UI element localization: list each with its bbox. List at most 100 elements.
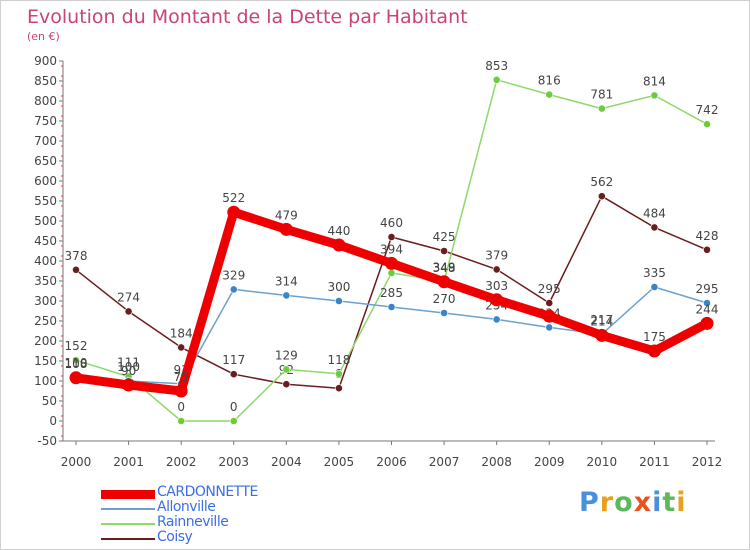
- y-tick-label: 350: [34, 274, 57, 288]
- data-point: [650, 283, 659, 291]
- y-tick-label: 550: [34, 194, 57, 208]
- logo-letter: i: [652, 487, 663, 518]
- data-point: [545, 299, 554, 307]
- data-label: 329: [222, 268, 245, 282]
- data-label: 100: [117, 360, 140, 374]
- legend-swatch: [101, 523, 155, 525]
- data-point: [385, 256, 398, 270]
- data-label: 217: [590, 313, 613, 327]
- data-point: [229, 285, 238, 294]
- data-label: 285: [380, 286, 403, 300]
- x-tick-label: 2008: [481, 455, 512, 469]
- data-point: [122, 378, 136, 392]
- data-point: [177, 343, 186, 352]
- data-point: [700, 316, 714, 330]
- series-allonville: 11010093329314300285270254234217335295: [65, 266, 718, 388]
- data-point: [387, 233, 396, 241]
- legend-label: CARDONNETTE: [157, 484, 258, 500]
- y-tick-label: 0: [49, 414, 57, 428]
- data-label: 814: [643, 74, 666, 88]
- y-tick-label: 50: [42, 394, 57, 408]
- y-tick-label: 600: [34, 174, 57, 188]
- series-cardonnette: 108 90 75 522 479 440 394 348 303 214 175 244: [65, 191, 718, 398]
- x-tick-label: 2001: [113, 455, 144, 469]
- line-chart: -50 0 50 100 150 200 250 300 350 400 450 500 550 600 6…: [34, 54, 722, 469]
- data-label: 562: [590, 175, 613, 189]
- data-label: 118: [327, 353, 350, 367]
- data-point: [332, 238, 346, 252]
- y-tick-label: 900: [34, 54, 57, 68]
- series-rainneville: 152 111 0 0 129 118 349 853 816 781 814 742: [65, 59, 719, 425]
- y-tick-label: 850: [34, 74, 57, 88]
- data-point: [174, 384, 188, 398]
- data-point: [282, 291, 291, 300]
- data-point: [650, 91, 659, 100]
- data-point: [703, 245, 711, 254]
- data-point: [335, 297, 343, 305]
- data-label: 175: [643, 330, 666, 344]
- data-point: [124, 307, 133, 316]
- data-label: 428: [696, 229, 719, 243]
- logo-letter: P: [579, 487, 600, 518]
- x-tick-label: 2010: [587, 455, 618, 469]
- data-point: [647, 344, 661, 358]
- data-label: 270: [433, 292, 456, 306]
- x-tick-label: 2007: [429, 455, 460, 469]
- data-label: 853: [485, 59, 508, 73]
- y-tick-label: 700: [34, 134, 57, 148]
- data-label: 484: [643, 206, 666, 220]
- data-point: [335, 384, 343, 393]
- y-tick-label: 300: [34, 294, 57, 308]
- logo-letter: t: [662, 487, 677, 518]
- data-label: 479: [275, 208, 298, 222]
- data-label: 379: [485, 248, 508, 262]
- data-point: [282, 365, 291, 374]
- x-tick-label: 2006: [376, 455, 407, 469]
- legend-label: Coisy: [157, 529, 193, 545]
- data-label: 522: [222, 191, 245, 205]
- data-label: 117: [222, 353, 245, 367]
- data-point: [440, 247, 448, 255]
- data-point: [72, 265, 80, 274]
- x-tick-label: 2000: [61, 455, 92, 469]
- x-tick-label: 2011: [639, 455, 670, 469]
- data-point: [597, 192, 606, 201]
- x-tick-label: 2002: [166, 455, 197, 469]
- y-tick-label: 400: [34, 254, 57, 268]
- y-tick-label: 100: [34, 374, 57, 388]
- data-label: 378: [65, 249, 88, 263]
- logo-letter: i: [676, 487, 687, 518]
- data-point: [703, 120, 711, 129]
- data-point: [650, 223, 659, 232]
- data-label: 274: [117, 290, 140, 304]
- data-label: 335: [643, 266, 666, 280]
- y-tick-label: 750: [34, 114, 57, 128]
- x-tick-label: 2004: [271, 455, 302, 469]
- data-point: [229, 417, 238, 425]
- data-point: [492, 75, 501, 84]
- x-tick-label: 2009: [534, 455, 565, 469]
- chart-subtitle: (en €): [27, 30, 60, 43]
- data-label: 314: [275, 274, 298, 288]
- data-label: 742: [696, 103, 719, 117]
- legend-label: Rainneville: [157, 514, 229, 530]
- legend-swatch: [101, 508, 155, 510]
- data-label: 110: [65, 356, 88, 370]
- logo-letter: x: [633, 487, 653, 518]
- data-point: [545, 90, 554, 99]
- y-tick-label: 250: [34, 314, 57, 328]
- data-label: 0: [177, 400, 185, 414]
- x-tick-label: 2005: [324, 455, 355, 469]
- data-label: 303: [485, 279, 508, 293]
- legend-swatch: [101, 489, 155, 499]
- data-point: [279, 222, 293, 236]
- proxiti-logo: Proxiti: [579, 487, 687, 518]
- data-label: 816: [538, 74, 561, 88]
- legend-swatch: [101, 538, 155, 540]
- data-point: [440, 309, 448, 317]
- data-point: [437, 275, 451, 289]
- data-label: 108: [65, 357, 88, 371]
- data-point: [72, 356, 80, 365]
- chart-title: Evolution du Montant de la Dette par Hab…: [27, 6, 468, 28]
- data-label: 460: [380, 216, 403, 230]
